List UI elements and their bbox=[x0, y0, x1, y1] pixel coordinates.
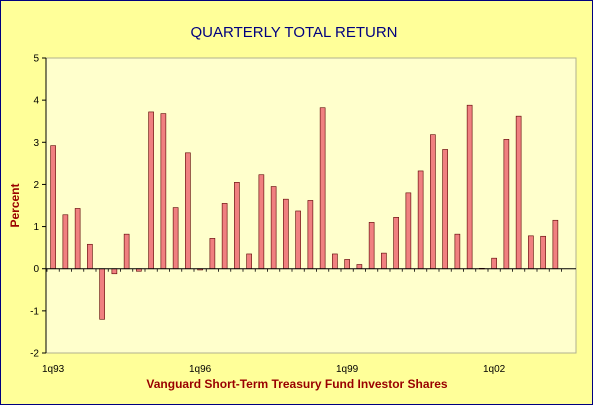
bar-4q96 bbox=[234, 182, 240, 270]
bar-1q98 bbox=[295, 210, 301, 270]
bar-4q99 bbox=[381, 252, 387, 270]
bar-2q95 bbox=[160, 113, 167, 270]
bar-2q98 bbox=[307, 200, 314, 270]
bar-1q02 bbox=[491, 257, 497, 270]
x-tick-label-1q02: 1q02 bbox=[483, 364, 506, 375]
y-tick-label: 0 bbox=[33, 264, 39, 275]
bar-3q99 bbox=[368, 222, 375, 270]
bar-1q01 bbox=[442, 149, 448, 270]
bar-1q99 bbox=[344, 259, 350, 270]
y-tick-label: -2 bbox=[30, 349, 39, 360]
y-tick-label: 2 bbox=[33, 180, 39, 191]
bar-3q95 bbox=[172, 207, 179, 270]
bar-4q00 bbox=[430, 134, 436, 270]
bar-4q98 bbox=[332, 253, 338, 270]
bar-2q99 bbox=[356, 264, 363, 270]
bar-4q97 bbox=[283, 198, 289, 270]
bar-3q93 bbox=[74, 208, 81, 270]
y-tick-label: 3 bbox=[33, 138, 39, 149]
bar-1q95 bbox=[148, 111, 154, 270]
bar-3q01 bbox=[466, 104, 473, 270]
x-axis-label: Vanguard Short-Term Treasury Fund Invest… bbox=[146, 377, 448, 391]
bar-4q93 bbox=[87, 243, 93, 270]
bar-2q97 bbox=[258, 174, 265, 270]
y-tick-label: 4 bbox=[33, 96, 39, 107]
bar-2q93 bbox=[62, 214, 69, 270]
bar-1q94 bbox=[99, 268, 105, 320]
x-tick-label-1q96: 1q96 bbox=[189, 364, 212, 375]
chart-title: QUARTERLY TOTAL RETURN bbox=[191, 24, 398, 41]
bar-4q95 bbox=[185, 152, 191, 270]
bars-group bbox=[50, 104, 559, 320]
y-tick-labels: 5 4 3 2 1 0 -1 -2 bbox=[30, 54, 46, 360]
bar-1q00 bbox=[393, 217, 399, 270]
bar-1q97 bbox=[246, 253, 252, 270]
bar-3q96 bbox=[221, 203, 228, 270]
y-tick-label: 1 bbox=[33, 222, 39, 233]
x-tick-label-1q99: 1q99 bbox=[336, 364, 359, 375]
bar-2q94 bbox=[111, 268, 118, 275]
y-tick-label: 5 bbox=[33, 54, 39, 65]
bar-2q01 bbox=[454, 233, 461, 270]
bar-1q03 bbox=[540, 235, 546, 270]
bar-3q02 bbox=[515, 115, 522, 270]
bar-2q02 bbox=[503, 139, 510, 270]
x-tick-labels: 1q93 1q96 1q99 1q02 bbox=[42, 268, 562, 375]
bar-3q98 bbox=[319, 107, 326, 270]
bar-1q93 bbox=[50, 145, 56, 270]
y-axis-label: Percent bbox=[8, 183, 22, 227]
y-tick-label: -1 bbox=[30, 306, 39, 317]
bar-3q94 bbox=[123, 233, 130, 270]
x-tick-label-1q93: 1q93 bbox=[42, 364, 65, 375]
bar-2q96 bbox=[209, 238, 216, 270]
bar-4q02 bbox=[528, 235, 534, 270]
bar-3q00 bbox=[417, 170, 424, 270]
bar-2q00 bbox=[405, 192, 412, 270]
bar-3q97 bbox=[270, 186, 277, 270]
bar-2q03 bbox=[552, 219, 559, 270]
